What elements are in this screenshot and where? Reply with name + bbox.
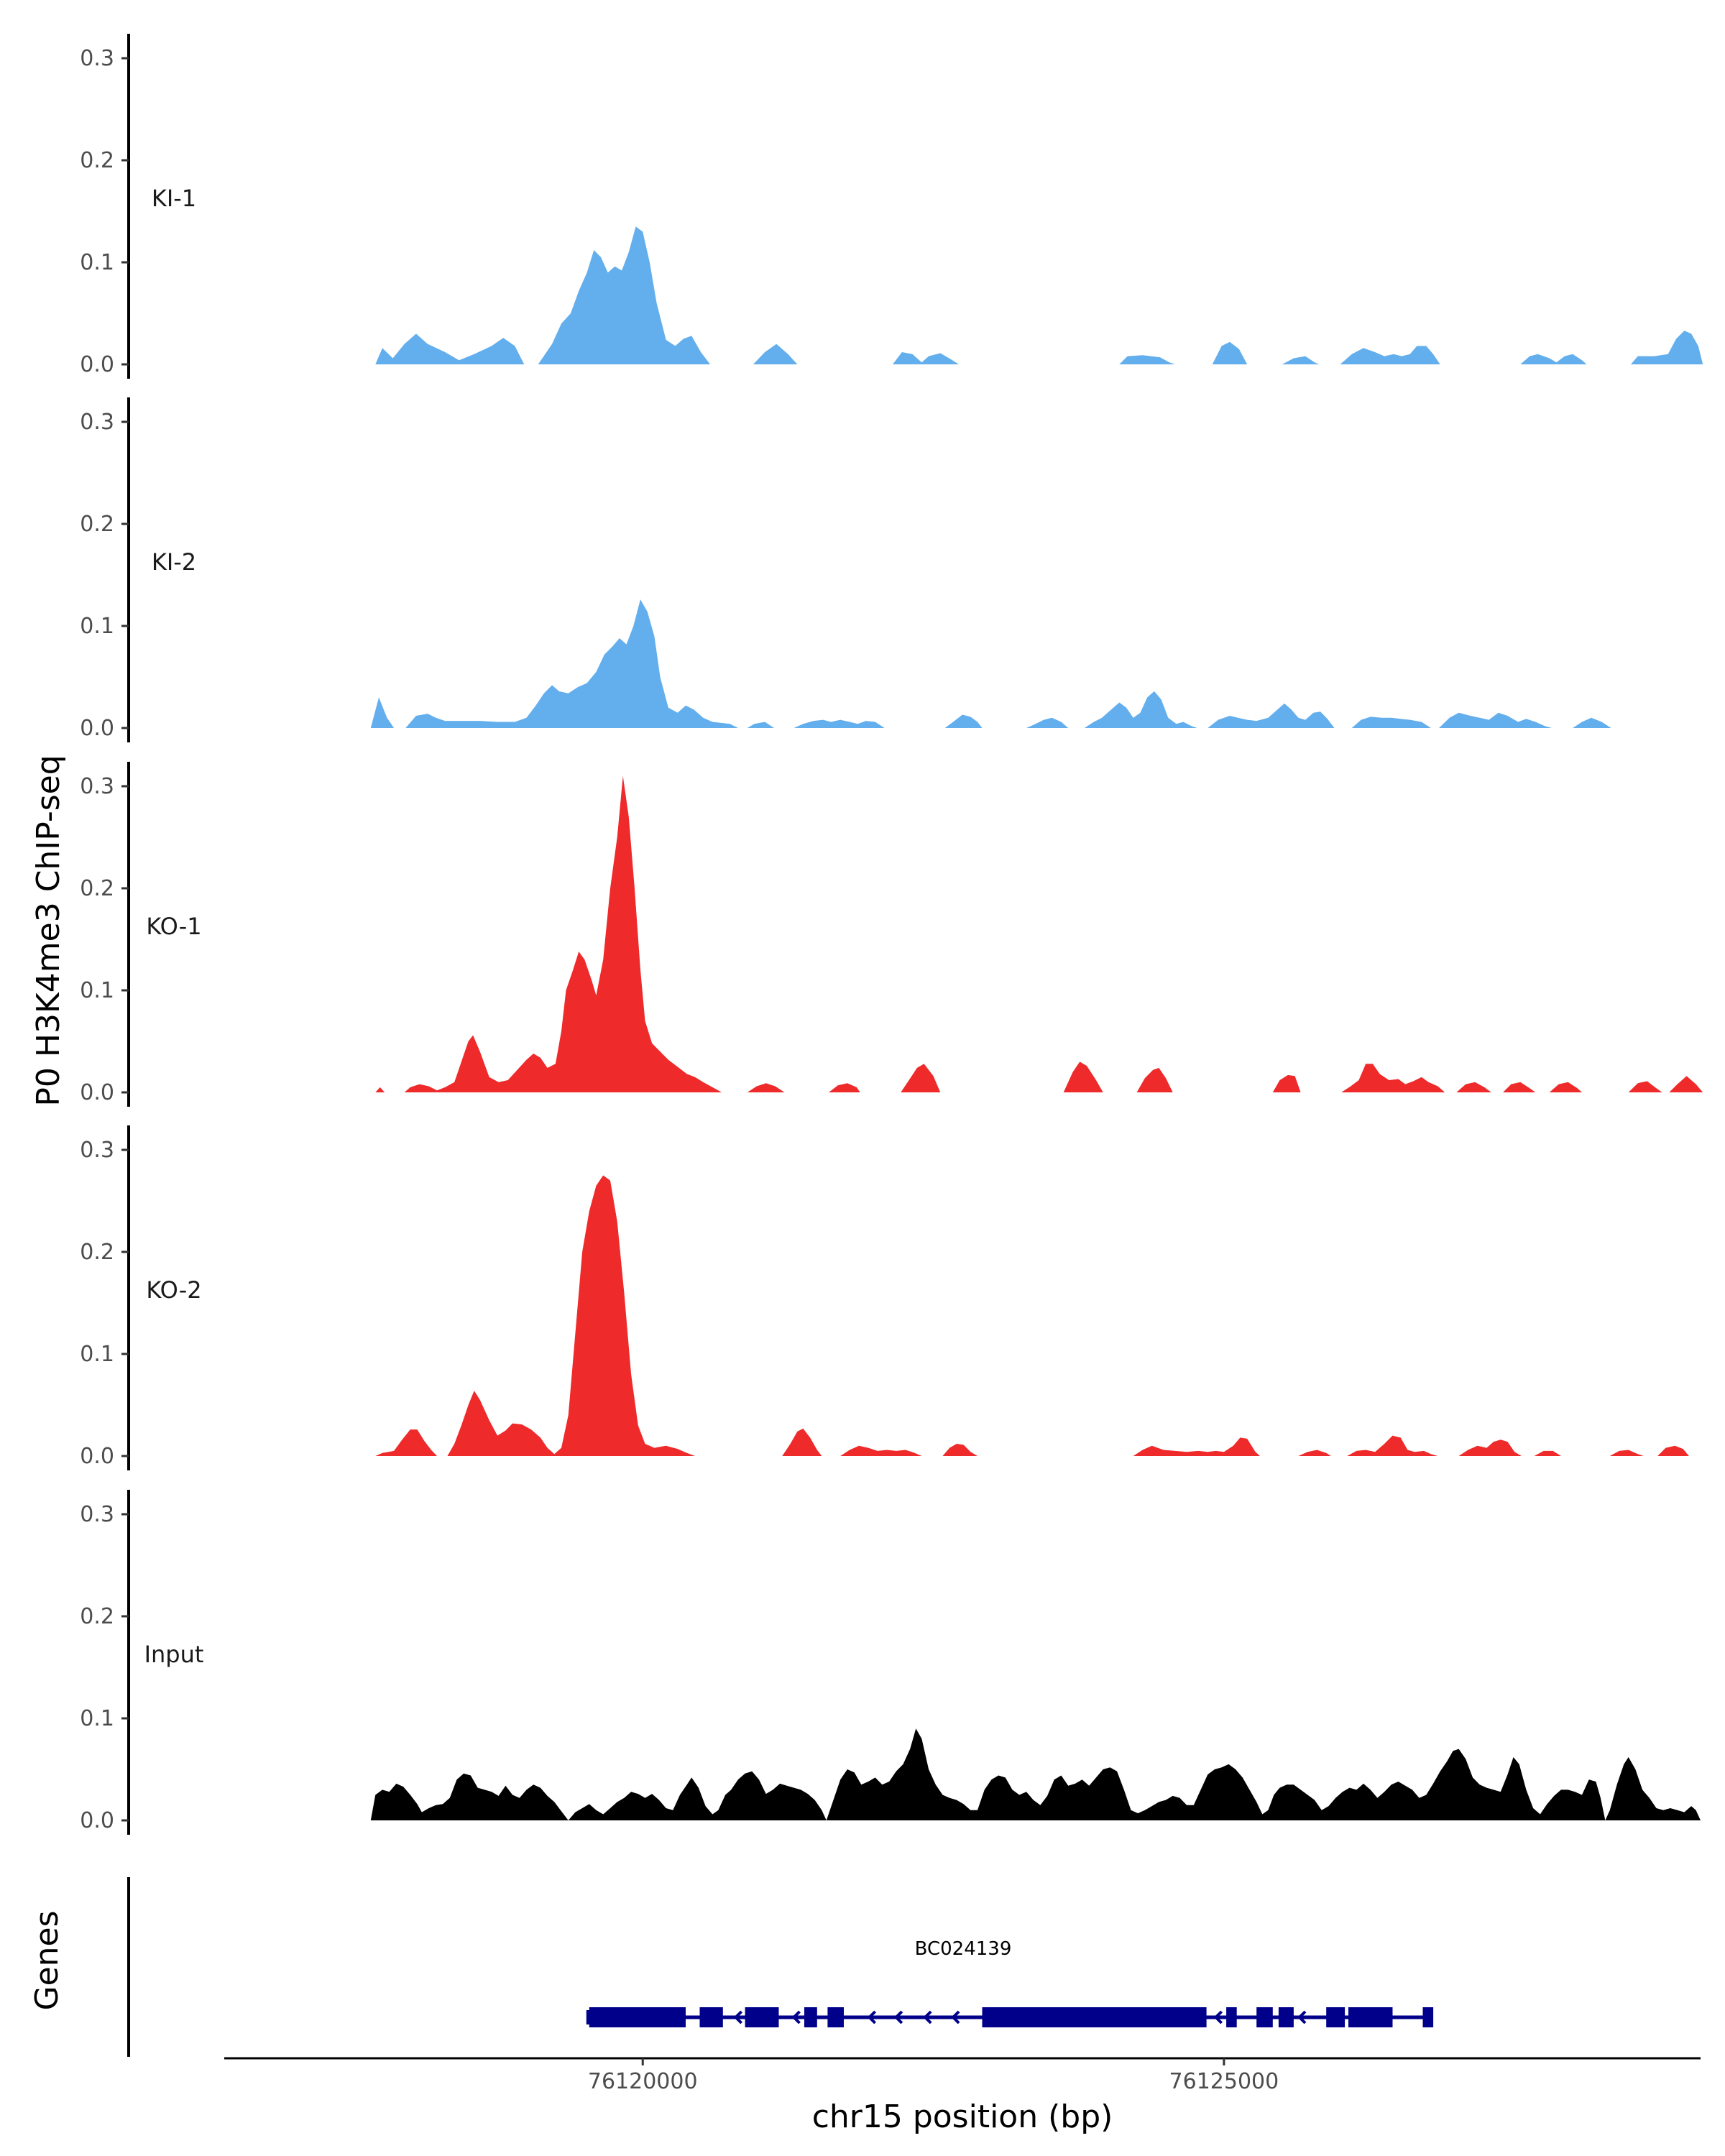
track-label-ki-1: KI-1 <box>152 185 196 212</box>
track-label-ko-2: KO-2 <box>146 1276 201 1304</box>
gene-exon <box>745 2007 779 2027</box>
strand-arrow <box>951 2010 960 2024</box>
gene-model <box>586 2007 1434 2027</box>
y-tick-label: 0.3 <box>80 1138 114 1163</box>
y-tick-label: 0.0 <box>80 1080 114 1105</box>
gene-exon <box>699 2007 723 2027</box>
x-ticks-group: 76120000 76125000 <box>588 2058 1279 2094</box>
gene-exon <box>1226 2007 1237 2027</box>
y-tick-label: 0.1 <box>80 614 114 639</box>
track-ko-2: 0.0 0.1 0.2 0.3 KO-2 <box>80 1125 1689 1470</box>
gene-exon <box>1422 2007 1434 2027</box>
genes-axis-title: Genes <box>29 1910 65 2010</box>
y-tick-label: 0.2 <box>80 1604 114 1629</box>
strand-arrow <box>791 2010 801 2024</box>
coverage-area-input <box>370 1728 1701 1820</box>
x-axis-title: chr15 position (bp) <box>812 2099 1113 2135</box>
x-axis: 76120000 76125000 chr15 position (bp) <box>224 2057 1701 2135</box>
tracks-group: 0.00.10.20.3KI-10.00.10.20.3KI-20.00.10.… <box>80 34 1703 1835</box>
gene-exon <box>1326 2007 1346 2027</box>
strand-arrow <box>923 2010 932 2024</box>
gene-exon <box>589 2007 686 2027</box>
coverage-area-ki-1 <box>375 226 1703 364</box>
track-label-ko-1: KO-1 <box>146 913 201 940</box>
gene-name-label: BC024139 <box>915 1938 1012 1960</box>
strand-arrow <box>893 2010 903 2024</box>
y-axis-title: P0 H3K4me3 ChIP-seq <box>30 755 67 1106</box>
strand-arrow <box>1213 2010 1223 2024</box>
gene-exon <box>1348 2007 1393 2027</box>
gene-end-cap <box>586 2010 590 2024</box>
y-tick-label: 0.2 <box>80 876 114 901</box>
y-tick-label: 0.3 <box>80 46 114 71</box>
strand-arrow <box>1297 2010 1307 2024</box>
genes-panel: BC024139 <box>127 1877 1434 2057</box>
track-ki-2: 0.0 0.1 0.2 0.3 KI-2 <box>80 397 1611 742</box>
y-tick-label: 0.1 <box>80 1706 114 1731</box>
gene-exon <box>1278 2007 1294 2027</box>
coverage-area-ko-1 <box>375 775 1703 1092</box>
track-input: 0.0 0.1 0.2 0.3 Input <box>80 1490 1701 1835</box>
y-tick-label: 0.0 <box>80 1444 114 1469</box>
gene-exon <box>827 2007 844 2027</box>
y-tick-label: 0.2 <box>80 148 114 173</box>
strand-arrow <box>733 2010 743 2024</box>
x-tick-label: 76120000 <box>588 2069 698 2094</box>
y-tick-label: 0.3 <box>80 774 114 799</box>
gene-exon <box>1256 2007 1273 2027</box>
y-tick-label: 0.1 <box>80 978 114 1003</box>
y-tick-label: 0.0 <box>80 352 114 377</box>
track-label-input: Input <box>144 1641 204 1668</box>
x-tick-label: 76125000 <box>1169 2069 1279 2094</box>
track-label-ki-2: KI-2 <box>152 548 196 576</box>
y-tick-label: 0.3 <box>80 410 114 435</box>
y-tick-label: 0.0 <box>80 1808 114 1833</box>
y-tick-label: 0.2 <box>80 512 114 537</box>
track-ki-1: 0.0 0.1 0.2 0.3 KI-1 <box>80 34 1703 379</box>
y-tick-label: 0.1 <box>80 250 114 275</box>
gene-exon <box>982 2007 1207 2027</box>
strand-arrow <box>867 2010 877 2024</box>
y-tick-label: 0.0 <box>80 716 114 741</box>
y-tick-label: 0.2 <box>80 1240 114 1265</box>
coverage-area-ko-2 <box>375 1175 1689 1456</box>
track-ko-1: 0.0 0.1 0.2 0.3 KO-1 <box>80 762 1703 1107</box>
coverage-area-ki-2 <box>370 599 1611 728</box>
y-tick-label: 0.3 <box>80 1502 114 1527</box>
gene-exon <box>804 2007 817 2027</box>
y-tick-label: 0.1 <box>80 1342 114 1367</box>
